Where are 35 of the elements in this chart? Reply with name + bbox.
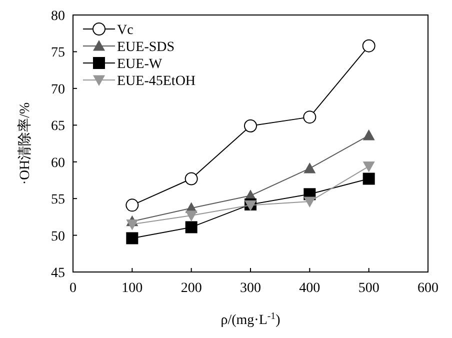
x-tick-label: 100 bbox=[122, 281, 143, 296]
x-tick-label: 500 bbox=[358, 281, 380, 296]
point bbox=[362, 39, 376, 52]
x-tick-label: 200 bbox=[180, 281, 202, 296]
y-tick-label: 75 bbox=[51, 46, 65, 61]
point bbox=[126, 198, 139, 212]
y-axis-title: ·OH清除率/% bbox=[17, 102, 33, 185]
x-tick-label: 300 bbox=[240, 281, 261, 296]
point bbox=[185, 221, 198, 234]
x-tick-label: 400 bbox=[299, 281, 320, 296]
y-tick-label: 80 bbox=[51, 9, 65, 24]
point bbox=[304, 196, 316, 208]
legend-label: EUE-W bbox=[117, 57, 163, 72]
point bbox=[126, 219, 138, 230]
legend-label: EUE-SDS bbox=[117, 40, 175, 55]
legend-label: Vc bbox=[117, 23, 134, 38]
x-axis-title: ρ/(mg·L$^{-1}$) bbox=[220, 310, 281, 328]
point bbox=[362, 172, 375, 185]
y-tick-label: 50 bbox=[51, 229, 65, 244]
legend-label: EUE-45EtOH bbox=[117, 74, 196, 89]
point bbox=[362, 161, 375, 172]
y-tick-label: 60 bbox=[51, 156, 65, 171]
point bbox=[184, 172, 198, 186]
point bbox=[126, 232, 138, 244]
point bbox=[362, 129, 375, 140]
point bbox=[303, 110, 316, 124]
x-tick-label: 0 bbox=[70, 281, 76, 296]
y-tick-label: 45 bbox=[51, 266, 65, 281]
y-tick-label: 55 bbox=[51, 192, 65, 208]
x-tick-label: 600 bbox=[418, 281, 438, 296]
point bbox=[244, 119, 257, 132]
point bbox=[304, 162, 316, 174]
point bbox=[185, 210, 198, 222]
y-tick-label: 70 bbox=[51, 82, 65, 98]
y-tick-label: 65 bbox=[51, 119, 65, 134]
